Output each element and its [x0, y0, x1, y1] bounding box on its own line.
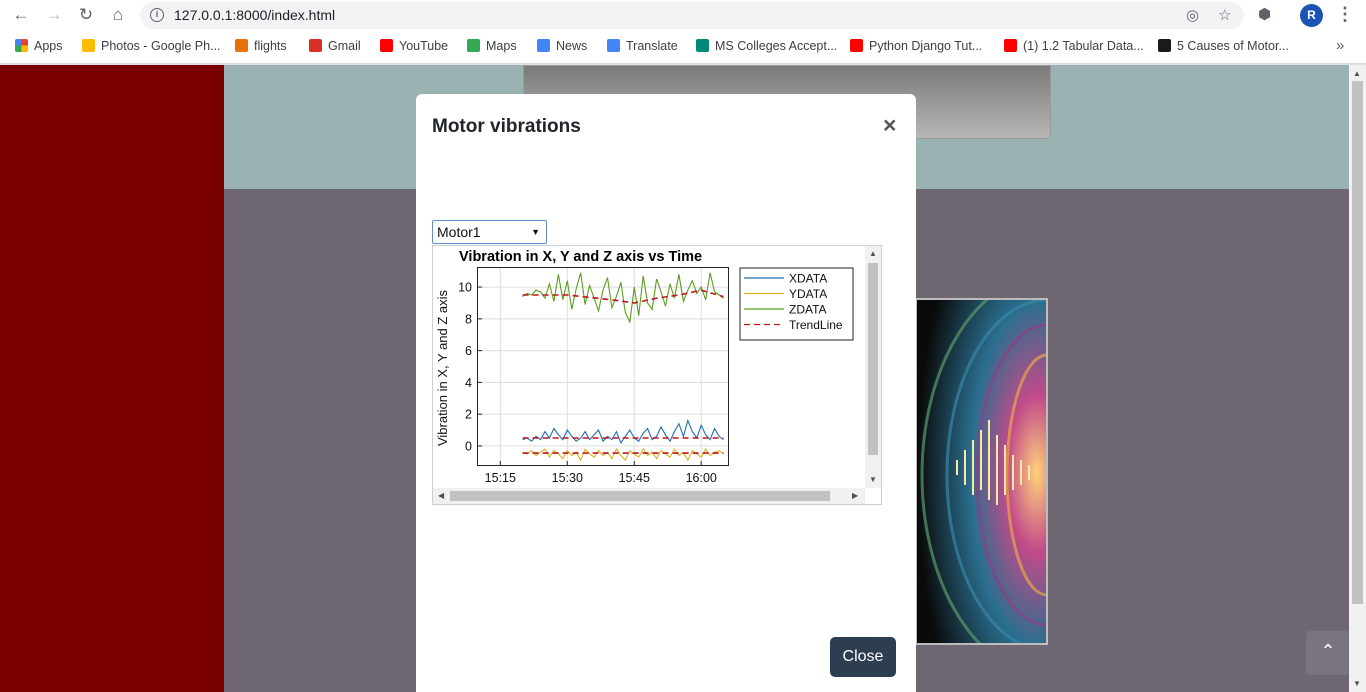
left-panel: [0, 65, 224, 692]
series-line-zdata: [522, 272, 724, 324]
chart-vertical-scroll-thumb[interactable]: [868, 263, 878, 455]
browser-toolbar: ← → ↻ ⌂ i 127.0.0.1:8000/index.html ◎ ☆ …: [0, 0, 1366, 31]
series-line-xdata: [522, 418, 724, 444]
bookmarks-bar: Apps Photos - Google Ph... flights Gmail…: [0, 31, 1366, 64]
double-chevron-up-icon: ⌃: [1320, 641, 1336, 661]
legend-entry: ZDATA: [789, 303, 827, 317]
colleges-icon: [696, 39, 709, 52]
caret-down-icon: ▼: [531, 227, 540, 237]
legend-entry: YDATA: [789, 287, 827, 301]
forward-arrow-icon[interactable]: →: [45, 5, 63, 24]
page-viewport: ⌃ Motor vibrations × Motor1 ▼ Vibration …: [0, 65, 1349, 692]
y-tick-label: 8: [465, 312, 472, 326]
chart-vertical-scrollbar[interactable]: ▲ ▼: [865, 246, 881, 488]
reload-icon[interactable]: ↻: [78, 5, 94, 24]
close-button[interactable]: Close: [830, 637, 896, 677]
page-scroll-up-arrow-icon[interactable]: ▲: [1353, 69, 1361, 78]
bookmark-motor-causes[interactable]: 5 Causes of Motor...: [1158, 39, 1289, 53]
site-info-icon[interactable]: i: [150, 8, 164, 22]
chart-horizontal-scrollbar[interactable]: ◀ ▶: [433, 488, 865, 504]
bookmark-news[interactable]: News: [537, 39, 587, 53]
bookmark-youtube[interactable]: YouTube: [380, 39, 448, 53]
y-tick-label: 6: [465, 344, 472, 358]
y-tick-label: 2: [465, 408, 472, 422]
series-line-trendline: [522, 289, 724, 304]
flights-icon: [235, 39, 248, 52]
url-text[interactable]: 127.0.0.1:8000/index.html: [174, 7, 336, 23]
chart-title: Vibration in X, Y and Z axis vs Time: [459, 249, 702, 265]
bookmark-translate[interactable]: Translate: [607, 39, 678, 53]
bookmark-apps[interactable]: Apps: [15, 39, 63, 53]
close-icon[interactable]: ×: [883, 112, 897, 138]
y-tick-label: 10: [458, 281, 472, 295]
chart-grid: [478, 268, 728, 465]
apps-grid-icon: [15, 39, 28, 52]
motor-select-value: Motor1: [437, 224, 481, 240]
bookmark-star-icon[interactable]: ☆: [1218, 7, 1232, 24]
youtube-icon: [380, 39, 393, 52]
bookmark-maps[interactable]: Maps: [467, 39, 517, 53]
modal-title: Motor vibrations: [432, 116, 581, 137]
page-vertical-scrollbar[interactable]: ▲ ▼: [1349, 65, 1366, 692]
x-tick-label: 15:15: [485, 471, 516, 485]
chart-horizontal-scroll-thumb[interactable]: [450, 491, 830, 501]
axis-ticks: 0 2 4 6 8 10 15:15 15:30 15:45 16:00: [458, 281, 717, 485]
legend-box: [739, 267, 854, 341]
bookmark-flights[interactable]: flights: [235, 39, 287, 53]
chart-series: [522, 272, 724, 462]
home-icon[interactable]: ⌂: [112, 5, 124, 24]
y-tick-label: 0: [465, 439, 472, 453]
bookmark-tabular-data[interactable]: (1) 1.2 Tabular Data...: [1004, 39, 1144, 53]
maps-icon: [467, 39, 480, 52]
browser-menu-icon[interactable]: ⋮: [1336, 4, 1354, 24]
scroll-left-arrow-icon[interactable]: ◀: [438, 491, 445, 500]
vibration-chart: Vibration in X, Y and Z axis vs Time Vib…: [435, 249, 854, 485]
chart-frame[interactable]: Vibration in X, Y and Z axis vs Time Vib…: [432, 245, 882, 505]
bookmark-python-django[interactable]: Python Django Tut...: [850, 39, 982, 53]
bookmark-photos[interactable]: Photos - Google Ph...: [82, 39, 221, 53]
back-arrow-icon[interactable]: ←: [12, 5, 30, 24]
scroll-right-arrow-icon[interactable]: ▶: [852, 491, 859, 500]
legend-entry: XDATA: [789, 272, 827, 286]
news-icon: [537, 39, 550, 52]
scroll-down-arrow-icon[interactable]: ▼: [869, 475, 877, 484]
extension-icon[interactable]: ⬢: [1258, 6, 1272, 23]
more-bookmarks-icon[interactable]: »: [1336, 37, 1345, 54]
scroll-to-top-button[interactable]: ⌃: [1306, 631, 1349, 675]
gmail-icon: [309, 39, 322, 52]
profile-avatar[interactable]: R: [1300, 4, 1323, 27]
location-icon[interactable]: ◎: [1186, 7, 1200, 24]
plot-area-border: [477, 267, 729, 466]
legend-entry: TrendLine: [789, 318, 843, 332]
amazon-icon: [1158, 39, 1171, 52]
address-bar[interactable]: i 127.0.0.1:8000/index.html ◎ ☆: [140, 2, 1244, 29]
y-tick-label: 4: [465, 376, 472, 390]
x-tick-label: 15:45: [619, 471, 650, 485]
y-axis-label: Vibration in X, Y and Z axis: [435, 289, 450, 446]
translate-icon: [607, 39, 620, 52]
youtube-icon: [850, 39, 863, 52]
series-line-ydata: [522, 448, 724, 462]
motor-select[interactable]: Motor1 ▼: [432, 220, 547, 244]
sound-wave-art: [917, 300, 1046, 643]
bookmark-gmail[interactable]: Gmail: [309, 39, 361, 53]
motor-vibrations-modal: Motor vibrations × Motor1 ▼ Vibration in…: [416, 94, 916, 692]
x-tick-label: 16:00: [686, 471, 717, 485]
page-scroll-down-arrow-icon[interactable]: ▼: [1353, 679, 1361, 688]
sound-wave-image: [915, 298, 1048, 645]
youtube-icon: [1004, 39, 1017, 52]
x-tick-label: 15:30: [552, 471, 583, 485]
page-scroll-thumb[interactable]: [1352, 81, 1363, 604]
bookmark-ms-colleges[interactable]: MS Colleges Accept...: [696, 39, 837, 53]
photos-icon: [82, 39, 95, 52]
scroll-up-arrow-icon[interactable]: ▲: [869, 249, 877, 258]
